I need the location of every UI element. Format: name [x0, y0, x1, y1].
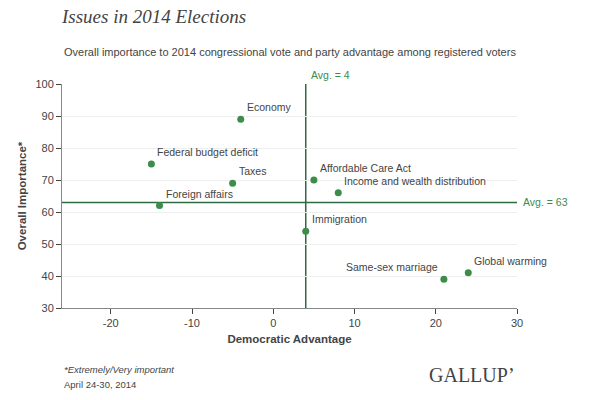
svg-text:10: 10 — [348, 317, 360, 329]
svg-text:80: 80 — [42, 142, 54, 154]
svg-text:Global warming: Global warming — [474, 255, 547, 267]
svg-text:20: 20 — [430, 317, 442, 329]
svg-text:Immigration: Immigration — [312, 213, 367, 225]
svg-text:50: 50 — [42, 238, 54, 250]
svg-text:Affordable Care Act: Affordable Care Act — [320, 162, 411, 174]
svg-text:Democratic Advantage: Democratic Advantage — [227, 333, 351, 345]
svg-text:30: 30 — [511, 317, 523, 329]
svg-text:Same-sex marriage: Same-sex marriage — [346, 261, 438, 273]
svg-text:0: 0 — [270, 317, 276, 329]
svg-text:40: 40 — [42, 270, 54, 282]
svg-text:Avg. = 63: Avg. = 63 — [523, 196, 568, 208]
svg-text:GALLUP’: GALLUP’ — [429, 364, 515, 386]
svg-text:90: 90 — [42, 110, 54, 122]
svg-text:70: 70 — [42, 174, 54, 186]
svg-text:Avg. = 4: Avg. = 4 — [311, 69, 350, 81]
svg-text:Overall importance to 2014 con: Overall importance to 2014 congressional… — [64, 46, 516, 58]
svg-text:Foreign affairs: Foreign affairs — [166, 188, 233, 200]
svg-text:-20: -20 — [103, 317, 119, 329]
svg-text:100: 100 — [35, 78, 53, 90]
svg-text:Federal budget deficit: Federal budget deficit — [157, 146, 258, 158]
svg-text:April 24-30, 2014: April 24-30, 2014 — [64, 379, 136, 390]
svg-text:Issues in 2014 Elections: Issues in 2014 Elections — [61, 6, 246, 27]
svg-text:-10: -10 — [184, 317, 200, 329]
svg-text:Economy: Economy — [247, 101, 292, 113]
svg-text:Income and wealth distribution: Income and wealth distribution — [344, 175, 486, 187]
svg-text:30: 30 — [42, 302, 54, 314]
svg-text:*Extremely/Very important: *Extremely/Very important — [64, 364, 174, 375]
svg-text:Taxes: Taxes — [239, 165, 266, 177]
svg-text:60: 60 — [42, 206, 54, 218]
svg-text:Overall Importance*: Overall Importance* — [16, 141, 28, 250]
